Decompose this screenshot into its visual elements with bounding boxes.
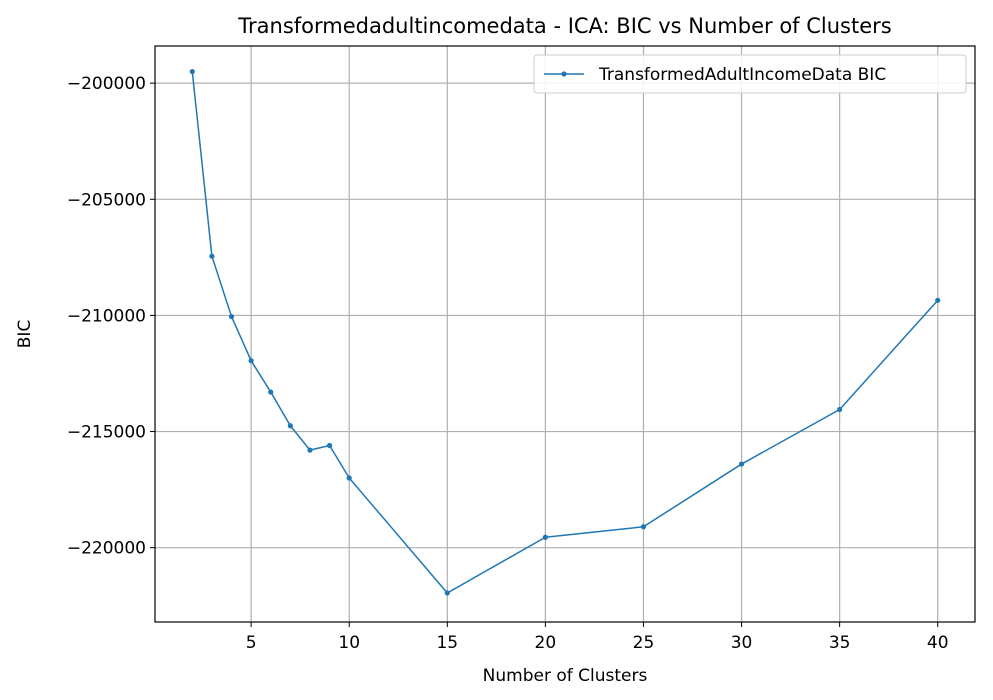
- data-point: [268, 389, 274, 395]
- data-point: [228, 313, 235, 320]
- data-point: [209, 253, 215, 259]
- x-tick-label: 35: [829, 633, 851, 653]
- legend-box: [533, 54, 967, 94]
- data-point: [837, 406, 843, 413]
- axis-ticks: 5 10 15 20 25 30 35 40 −200000 −205000 −210000 −215…: [67, 74, 949, 653]
- x-axis-label: Number of Clusters: [483, 666, 648, 686]
- y-tick-label: −200000: [67, 74, 146, 94]
- data-point: [189, 68, 195, 75]
- data-point: [346, 475, 352, 481]
- data-point: [326, 442, 333, 449]
- y-tick-label: −215000: [67, 423, 146, 443]
- data-point: [935, 297, 941, 303]
- data-series: [189, 68, 941, 596]
- x-tick-label: 20: [535, 633, 557, 653]
- x-tick-label: 30: [731, 633, 753, 653]
- data-point: [542, 534, 548, 540]
- legend-entry-label: TransformedAdultIncomeData BIC: [598, 65, 886, 85]
- x-tick-label: 5: [246, 633, 257, 653]
- x-tick-label: 15: [436, 633, 458, 653]
- x-tick-label: 40: [927, 633, 949, 653]
- legend-marker-swatch: [561, 71, 567, 77]
- legend: TransformedAdultIncomeData BIC: [533, 54, 967, 94]
- data-point: [444, 590, 450, 596]
- y-tick-label: −205000: [67, 190, 146, 210]
- chart-title: Transformedadultincomedata - ICA: BIC vs…: [237, 14, 891, 38]
- x-tick-label: 25: [633, 633, 655, 653]
- data-point: [307, 447, 313, 453]
- data-point: [738, 461, 745, 467]
- y-tick-label: −210000: [67, 306, 146, 326]
- y-tick-label: −220000: [67, 539, 146, 559]
- data-point: [248, 358, 254, 364]
- data-point: [287, 423, 293, 429]
- data-point: [640, 524, 647, 530]
- y-axis-label: BIC: [15, 320, 35, 349]
- plot-area-frame: [154, 45, 976, 623]
- x-tick-label: 10: [338, 633, 360, 653]
